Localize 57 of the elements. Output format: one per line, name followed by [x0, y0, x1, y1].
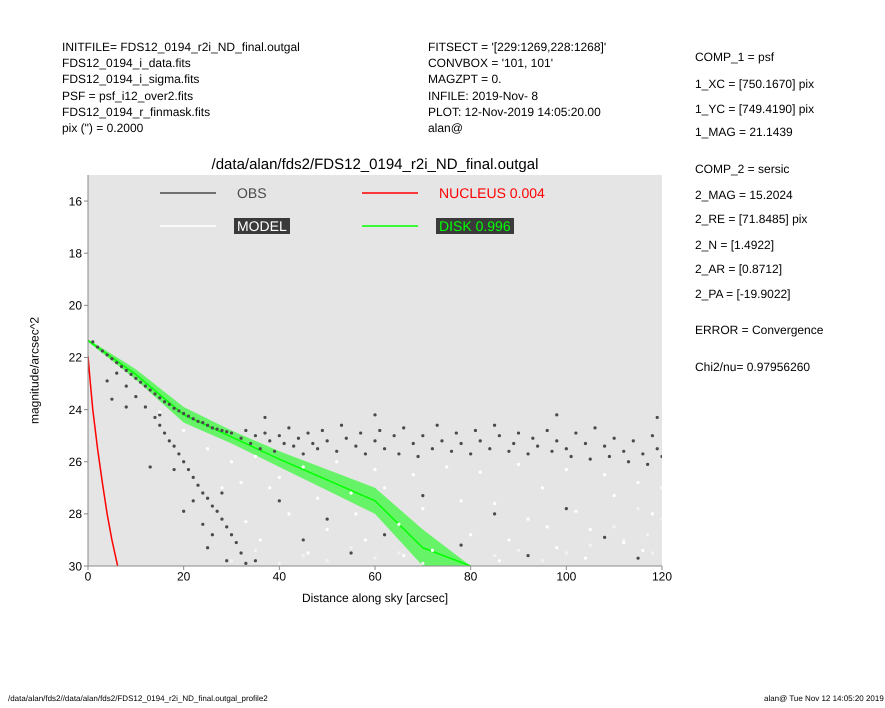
x-tick-label: 60: [368, 570, 382, 584]
y-tick-label: 18: [68, 246, 82, 260]
x-tick-label: 80: [464, 570, 478, 584]
y-tick-label: 20: [68, 298, 82, 313]
text: 2_AR = [0.8712]: [695, 262, 782, 276]
x-tick-label: 120: [652, 570, 672, 584]
point: [302, 465, 305, 469]
x-tick-label: 40: [272, 570, 286, 584]
text: MAGZPT = 0.: [428, 72, 502, 86]
text: FITSECT = '[229:1269,228:1268]': [428, 40, 606, 54]
legend-label: NUCLEUS 0.004: [438, 185, 546, 201]
x-tick-label: 0: [84, 570, 92, 584]
point: [254, 454, 258, 458]
legend-label: MODEL: [234, 218, 290, 234]
y-tick-label: 30: [68, 559, 82, 574]
y-axis-title: magnitude/arcsec^2: [27, 316, 42, 424]
text: COMP_2 = sersic: [695, 162, 790, 176]
text: pix (") = 0.2000: [62, 121, 144, 135]
point: [397, 522, 401, 526]
point: [278, 562, 281, 565]
text: 2_PA = [-19.9022]: [695, 287, 791, 301]
text: Chi2/nu= 0.97956260: [695, 360, 810, 374]
y-tick-label: 26: [68, 454, 82, 469]
x-tick-label: 100: [556, 570, 577, 584]
point: [421, 562, 424, 565]
x-tick-label: 20: [176, 570, 191, 584]
text: 2_MAG = 15.2024: [695, 188, 793, 202]
point: [349, 491, 353, 495]
text: 2_RE = [71.8485] pix: [695, 212, 808, 226]
x-axis-title: Distance along sky [arcsec]: [302, 591, 448, 605]
text: ERROR = Convergence: [695, 323, 824, 337]
text: CONVBOX = '101, 101': [428, 56, 553, 70]
text: INITFILE= FDS12_0194_r2i_ND_final.outgal: [62, 40, 300, 54]
point: [430, 548, 434, 552]
text: FDS12_0194_i_data.fits: [62, 56, 191, 70]
text: INFILE: 2019-Nov- 8: [428, 88, 538, 103]
y-tick-label: 28: [68, 507, 82, 522]
y-tick-label: 22: [68, 350, 82, 365]
text: 1_XC = [750.1670] pix: [695, 77, 814, 91]
point: [158, 410, 162, 414]
y-tick-label: 16: [68, 194, 82, 208]
text: 1_YC = [749.4190] pix: [695, 102, 814, 116]
text: FDS12_0194_i_sigma.fits: [62, 72, 200, 86]
text: PSF = psf_i12_over2.fits: [62, 88, 194, 103]
legend-label: OBS: [236, 185, 268, 201]
text: FDS12_0194_r_finmask.fits: [62, 104, 210, 119]
text: 1_MAG = 21.1439: [695, 125, 793, 139]
chart-title: /data/alan/fds2/FDS12_0194_r2i_ND_final.outgal: [210, 156, 540, 173]
text: alan@: [428, 121, 463, 135]
legend-label: DISK 0.996: [436, 218, 514, 234]
line-series: [88, 355, 118, 566]
text: COMP_1 = psf: [695, 50, 774, 64]
text: 2_N = [1.4922]: [695, 238, 774, 252]
text: /data/alan/fds2//data/alan/fds2/FDS12_0194_r2i_ND_final.outgal_profile2: [8, 694, 268, 703]
y-tick-label: 24: [68, 402, 82, 417]
text: alan@ Tue Nov 12 14:05:20 2019: [764, 694, 884, 703]
text: PLOT: 12-Nov-2019 14:05:20.00: [428, 104, 601, 119]
